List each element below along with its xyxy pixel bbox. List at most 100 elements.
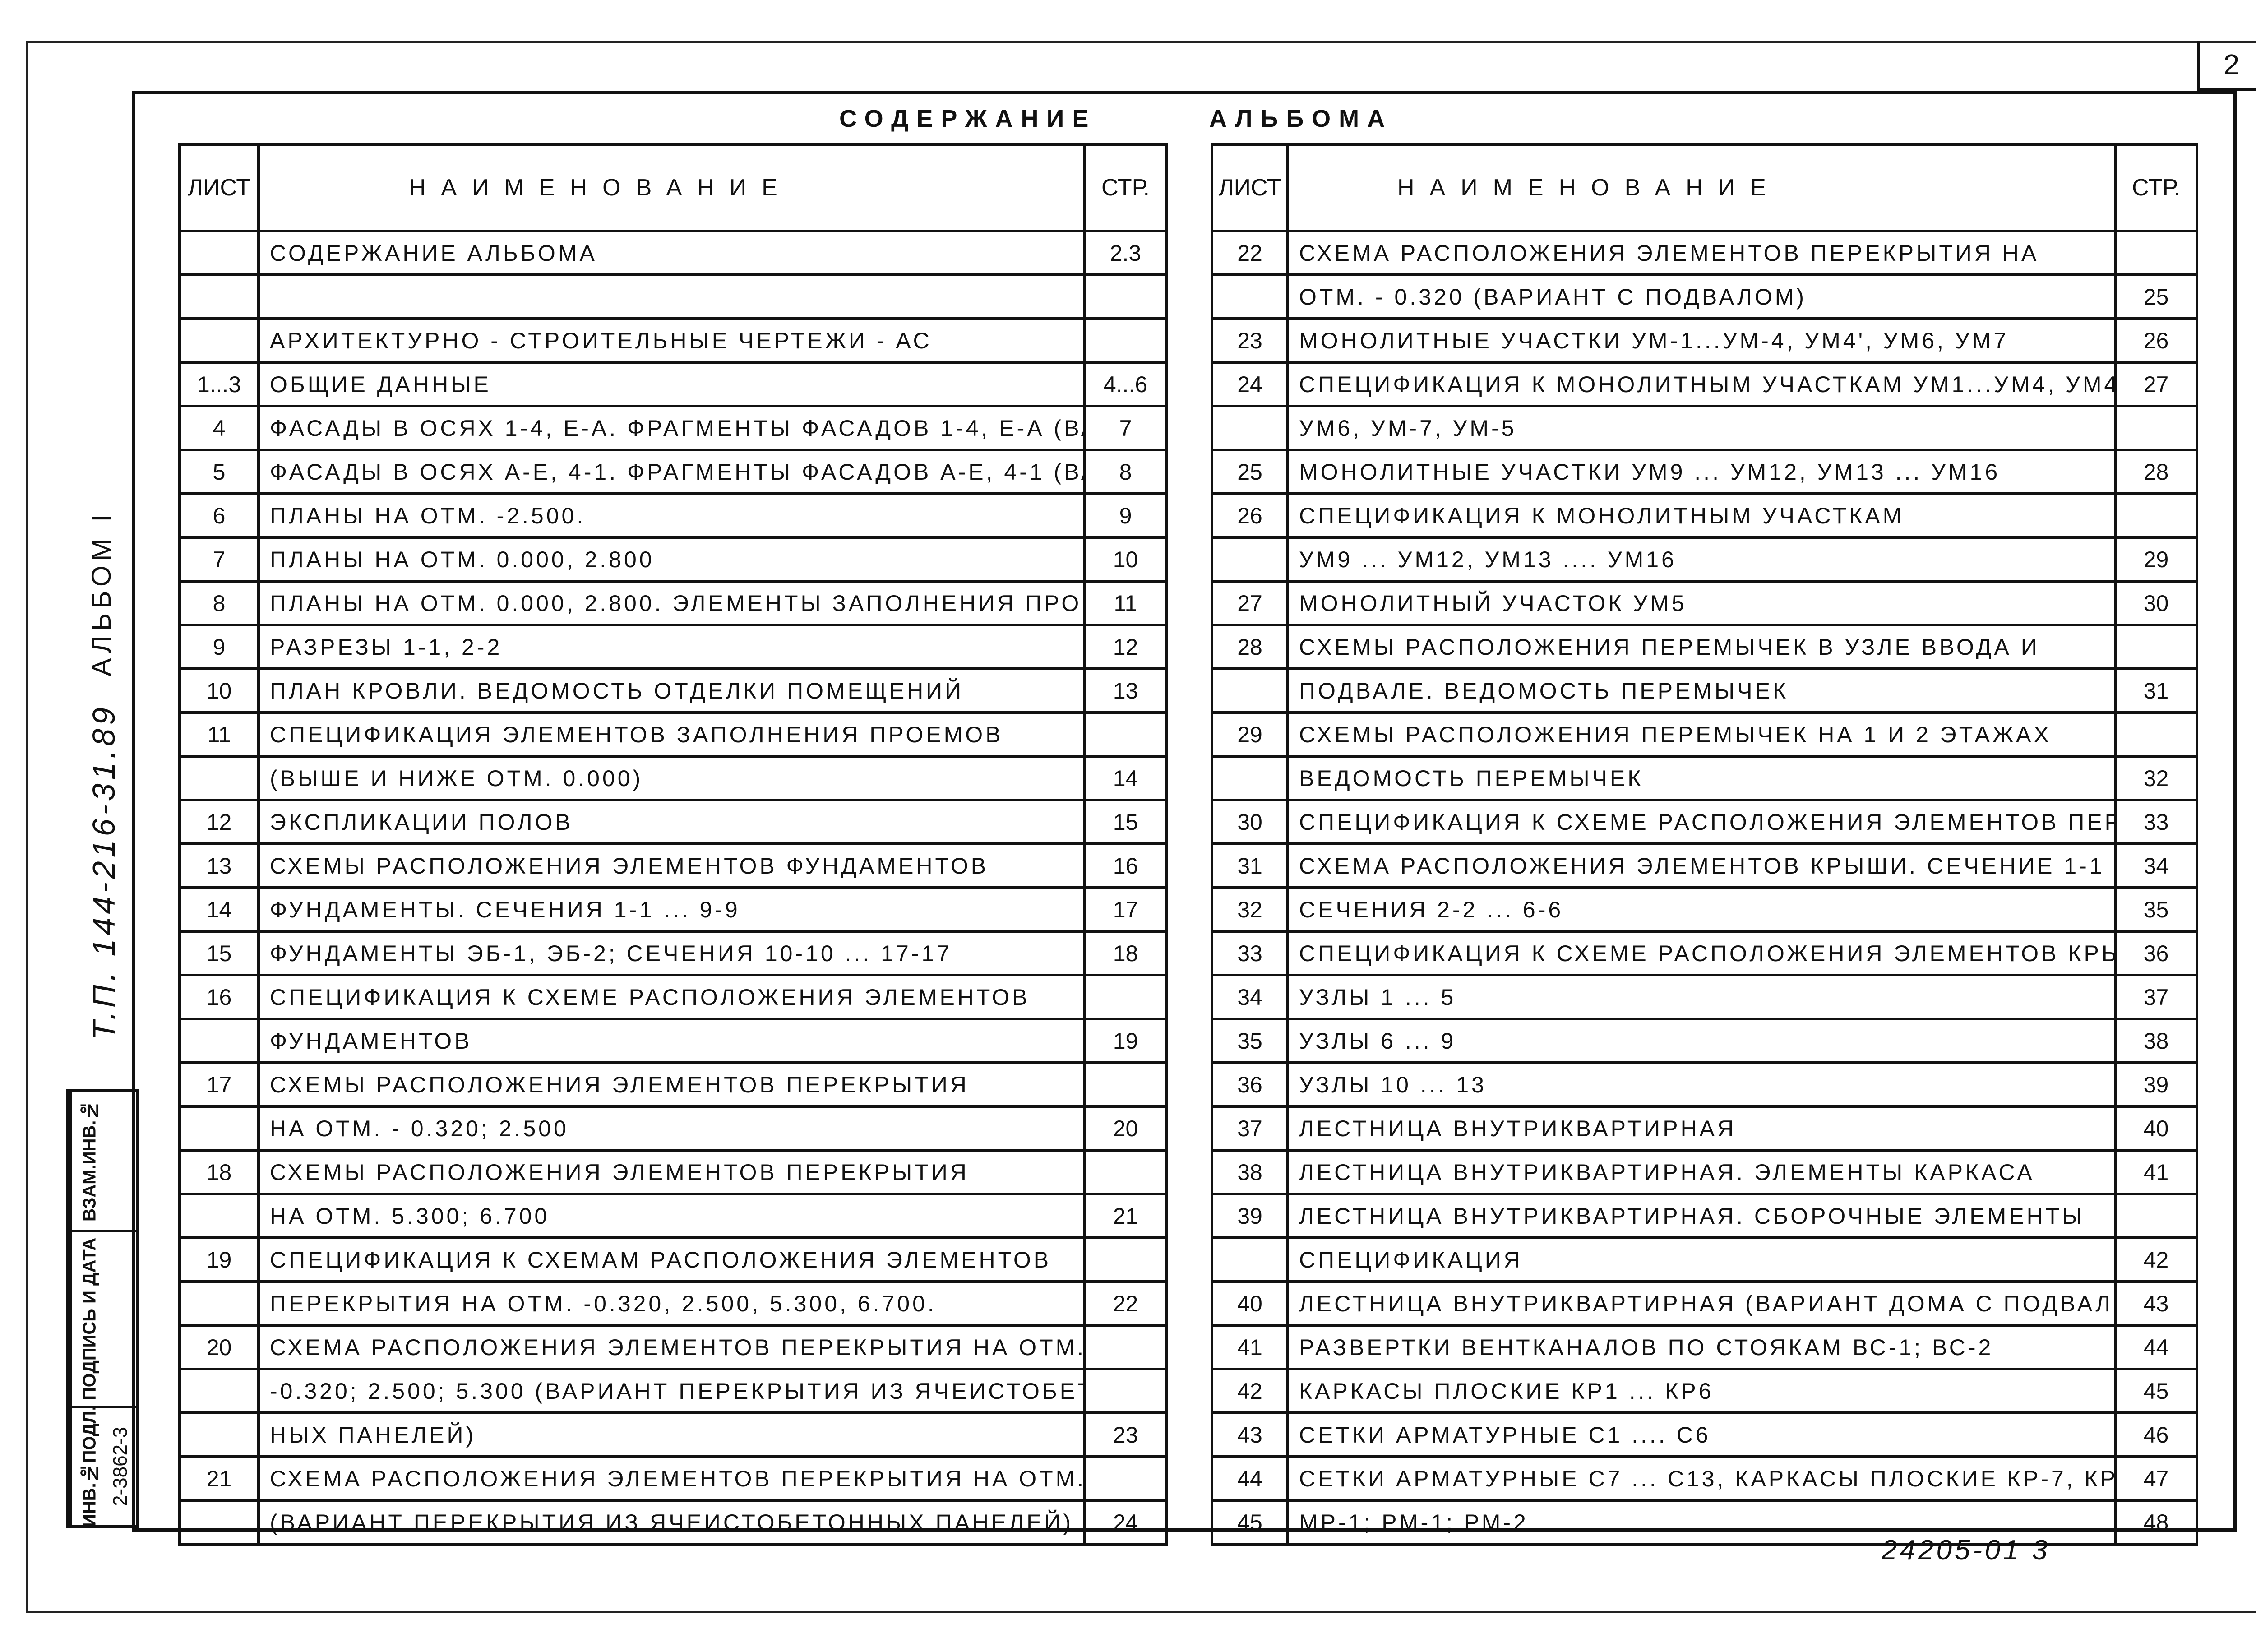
page-cell: 22: [1083, 1280, 1168, 1327]
table-row: 30 Спецификация к схеме расположения элем…: [1211, 799, 2198, 845]
page-cell: 9: [1083, 492, 1168, 539]
table-row: Ведомость перемычек 32: [1211, 755, 2198, 801]
name-cell: Схемы расположения перемычек на 1 и 2 эт…: [1286, 711, 2117, 758]
table-row: на отм. - 0.320; 2.500 20: [178, 1105, 1168, 1152]
table-header: Лист Наименование Стр.: [1211, 143, 2198, 232]
table-row: 25 Монолитные участки УМ9 ... УМ12, УМ13 …: [1211, 449, 2198, 495]
sheet-cell: 15: [178, 930, 260, 976]
page-cell: [1083, 974, 1168, 1020]
page-cell: 38: [2114, 1018, 2198, 1064]
name-cell: Лестница внутриквартирная. Элементы карк…: [1286, 1149, 2117, 1195]
page-cell: [1083, 273, 1168, 320]
page-cell: 21: [1083, 1193, 1168, 1239]
name-cell: Узлы 1 ... 5: [1286, 974, 2117, 1020]
sheet-cell: 5: [178, 449, 260, 495]
name-cell: Содержание альбома: [257, 230, 1086, 276]
table-row: (выше и ниже отм. 0.000) 14: [178, 755, 1168, 801]
page-cell: [2114, 405, 2198, 451]
table-row: 15 Фундаменты ЭБ-1, ЭБ-2; сечения 10-10 .…: [178, 930, 1168, 976]
name-cell: Схемы расположения элементов фундаментов: [257, 842, 1086, 889]
name-cell: Схема расположения элементов перекрытия …: [1286, 230, 2117, 276]
table-row: 34 Узлы 1 ... 5 37: [1211, 974, 2198, 1020]
page-cell: 31: [2114, 667, 2198, 714]
sheet-cell: 23: [1211, 317, 1289, 364]
sheet-cell: 41: [1211, 1324, 1289, 1370]
sheet-cell: 44: [1211, 1455, 1289, 1502]
table-row: 9 Разрезы 1-1, 2-2 12: [178, 624, 1168, 670]
sheet-cell: 18: [178, 1149, 260, 1195]
name-cell: Каркасы плоские КР1 ... КР6: [1286, 1368, 2117, 1414]
page-cell: 45: [2114, 1368, 2198, 1414]
name-cell: Фасады в осях 1-4, Е-А. Фрагменты фасадо…: [257, 405, 1086, 451]
sheet-cell: [1211, 273, 1289, 320]
name-cell: Лестница внутриквартирная: [1286, 1105, 2117, 1152]
page-cell: 14: [1083, 755, 1168, 801]
sheet-cell: 38: [1211, 1149, 1289, 1195]
sheet-cell: 35: [1211, 1018, 1289, 1064]
table-row: ных панелей) 23: [178, 1411, 1168, 1458]
page-cell: 33: [2114, 799, 2198, 845]
name-cell: Экспликации полов: [257, 799, 1086, 845]
table-row: Спецификация 42: [1211, 1236, 2198, 1283]
sheet-cell: [178, 230, 260, 276]
name-cell: Схема расположения элементов крыши. Сече…: [1286, 842, 2117, 889]
page-cell: 20: [1083, 1105, 1168, 1152]
name-cell: на отм. - 0.320; 2.500: [257, 1105, 1086, 1152]
page-cell: 24: [1083, 1499, 1168, 1546]
stamp-label: Взам.инв.№: [69, 1092, 108, 1230]
name-cell: Схемы расположения перемычек в узле ввод…: [1286, 624, 2117, 670]
inventory-stamp: Взам.инв.№ Подпись и дата Инв.№подл. 2-3…: [66, 1089, 139, 1528]
table-row: 32 Сечения 2-2 ... 6-6 35: [1211, 886, 2198, 933]
page-cell: 16: [1083, 842, 1168, 889]
page-cell: 2.3: [1083, 230, 1168, 276]
page-cell: 17: [1083, 886, 1168, 933]
sheet-cell: 37: [1211, 1105, 1289, 1152]
name-cell: Узлы 6 ... 9: [1286, 1018, 2117, 1064]
name-cell: Спецификация к схеме расположения элемен…: [257, 974, 1086, 1020]
name-cell: Монолитные участки УМ-1...УМ-4, УМ4', УМ…: [1286, 317, 2117, 364]
table-row: 29 Схемы расположения перемычек на 1 и 2 …: [1211, 711, 2198, 758]
name-cell: подвале. Ведомость перемычек: [1286, 667, 2117, 714]
table-row: 37 Лестница внутриквартирная 40: [1211, 1105, 2198, 1152]
header-name: Наименование: [1286, 143, 2117, 232]
stamp-replace-inv: Взам.инв.№: [69, 1090, 136, 1230]
sheet-cell: 13: [178, 842, 260, 889]
page-cell: [1083, 711, 1168, 758]
table-header: Лист Наименование Стр.: [178, 143, 1168, 232]
name-cell: Разрезы 1-1, 2-2: [257, 624, 1086, 670]
outer-frame: [26, 41, 2256, 1613]
table-row: (вариант перекрытия из ячеистобетонных п…: [178, 1499, 1168, 1546]
sheet-cell: [1211, 755, 1289, 801]
page-cell: 27: [2114, 361, 2198, 407]
sheet-cell: [178, 1105, 260, 1152]
name-cell: Спецификация к схемам расположения элеме…: [257, 1236, 1086, 1283]
name-cell: Спецификация элементов заполнения проемо…: [257, 711, 1086, 758]
name-cell: План кровли. Ведомость отделки помещений: [257, 667, 1086, 714]
name-cell: фундаментов: [257, 1018, 1086, 1064]
sheet-cell: 9: [178, 624, 260, 670]
name-cell: Планы на отм. 0.000, 2.800: [257, 536, 1086, 583]
table-row: 42 Каркасы плоские КР1 ... КР6 45: [1211, 1368, 2198, 1414]
name-cell: Монолитные участки УМ9 ... УМ12, УМ13 ..…: [1286, 449, 2117, 495]
page-cell: 40: [2114, 1105, 2198, 1152]
sheet-cell: 21: [178, 1455, 260, 1502]
contents-table-right: Лист Наименование Стр. 22 Схема расположе…: [1211, 143, 2198, 1546]
table-row: 18 Схемы расположения элементов перекрыти…: [178, 1149, 1168, 1195]
sheet-cell: 4: [178, 405, 260, 451]
sheet-cell: 28: [1211, 624, 1289, 670]
table-row: на отм. 5.300; 6.700 21: [178, 1193, 1168, 1239]
page-cell: [1083, 1324, 1168, 1370]
sheet-cell: [178, 755, 260, 801]
title-left: Содержание: [839, 105, 1097, 132]
sheet-cell: 16: [178, 974, 260, 1020]
page-cell: 28: [2114, 449, 2198, 495]
drawing-frame: [132, 91, 2237, 1532]
sheet-cell: 31: [1211, 842, 1289, 889]
table-row: 43 Сетки арматурные С1 .... С6 46: [1211, 1411, 2198, 1458]
name-cell: УМ6, УМ-7, УМ-5: [1286, 405, 2117, 451]
page-cell: 23: [1083, 1411, 1168, 1458]
sheet-cell: 29: [1211, 711, 1289, 758]
sheet-cell: 32: [1211, 886, 1289, 933]
sheet-cell: 39: [1211, 1193, 1289, 1239]
sheet-cell: [178, 273, 260, 320]
